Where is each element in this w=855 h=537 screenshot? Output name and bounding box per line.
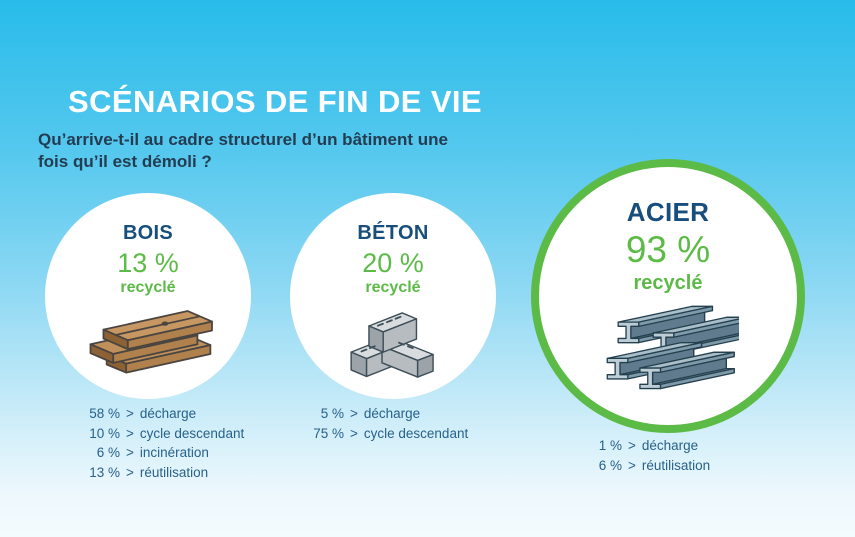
material-percent-concrete: 20 % (362, 248, 424, 278)
stat-row: 10 % > cycle descendant (62, 424, 244, 444)
stat-label: incinération (139, 445, 209, 460)
stat-row: 58 % > décharge (62, 404, 244, 424)
stat-label: réutilisation (139, 464, 209, 480)
stat-value: 10 % (89, 425, 120, 441)
stat-separator: > (126, 464, 134, 480)
stats-list-wood: 58 % > décharge 10 % > cycle descendant … (62, 404, 244, 482)
stat-separator: > (126, 406, 134, 421)
stat-label: décharge (641, 438, 699, 453)
stat-label: cycle descendant (139, 425, 245, 441)
concrete-blocks-icon (344, 307, 442, 383)
page-title: SCÉNARIOS DE FIN DE VIE (68, 84, 482, 119)
stat-row: 1 % > décharge (564, 436, 710, 456)
stat-separator: > (126, 445, 134, 460)
steel-beams-icon (597, 302, 739, 396)
stat-label: réutilisation (641, 457, 711, 473)
stats-list-steel: 1 % > décharge 6 % > réutilisation (564, 436, 710, 475)
material-name-steel: ACIER (626, 197, 710, 227)
stat-value: 75 % (313, 425, 344, 441)
material-recycled-label-concrete: recyclé (365, 279, 421, 296)
stat-value: 1 % (598, 438, 622, 453)
material-name-wood: BOIS (122, 222, 174, 244)
stat-separator: > (628, 457, 636, 473)
stat-separator: > (126, 425, 134, 441)
stat-separator: > (628, 438, 636, 453)
material-percent-wood: 13 % (117, 248, 179, 278)
stat-row: 5 % > décharge (286, 404, 468, 424)
stat-value: 13 % (89, 464, 120, 480)
page-subtitle-line1: Qu’arrive-t-il au cadre structurel d’un … (38, 130, 448, 149)
material-recycled-label-steel: recyclé (633, 272, 703, 294)
stat-row: 75 % > cycle descendant (286, 424, 468, 444)
stat-value: 6 % (96, 445, 120, 460)
stat-label: cycle descendant (363, 425, 469, 441)
stat-row: 13 % > réutilisation (62, 463, 244, 483)
stat-value: 58 % (89, 406, 120, 421)
stat-label: décharge (139, 406, 197, 421)
stat-label: décharge (363, 406, 421, 421)
wood-planks-icon (79, 307, 217, 388)
material-recycled-label-wood: recyclé (120, 279, 176, 296)
stat-value: 5 % (320, 406, 344, 421)
material-card-concrete: BÉTON 20 % recyclé (290, 193, 496, 399)
material-card-steel: ACIER 93 % recyclé (531, 159, 805, 433)
material-percent-steel: 93 % (625, 229, 711, 270)
page-subtitle: Qu’arrive-t-il au cadre structurel d’un … (38, 129, 448, 173)
stat-separator: > (350, 406, 358, 421)
material-card-wood: BOIS 13 % recyclé (45, 193, 251, 399)
material-name-concrete: BÉTON (357, 222, 429, 244)
page-subtitle-line2: fois qu’il est démoli ? (38, 152, 212, 171)
stat-value: 6 % (598, 457, 622, 473)
stats-list-concrete: 5 % > décharge 75 % > cycle descendant (286, 404, 468, 443)
stat-row: 6 % > réutilisation (564, 456, 710, 476)
stat-separator: > (350, 425, 358, 441)
stat-row: 6 % > incinération (62, 443, 244, 463)
